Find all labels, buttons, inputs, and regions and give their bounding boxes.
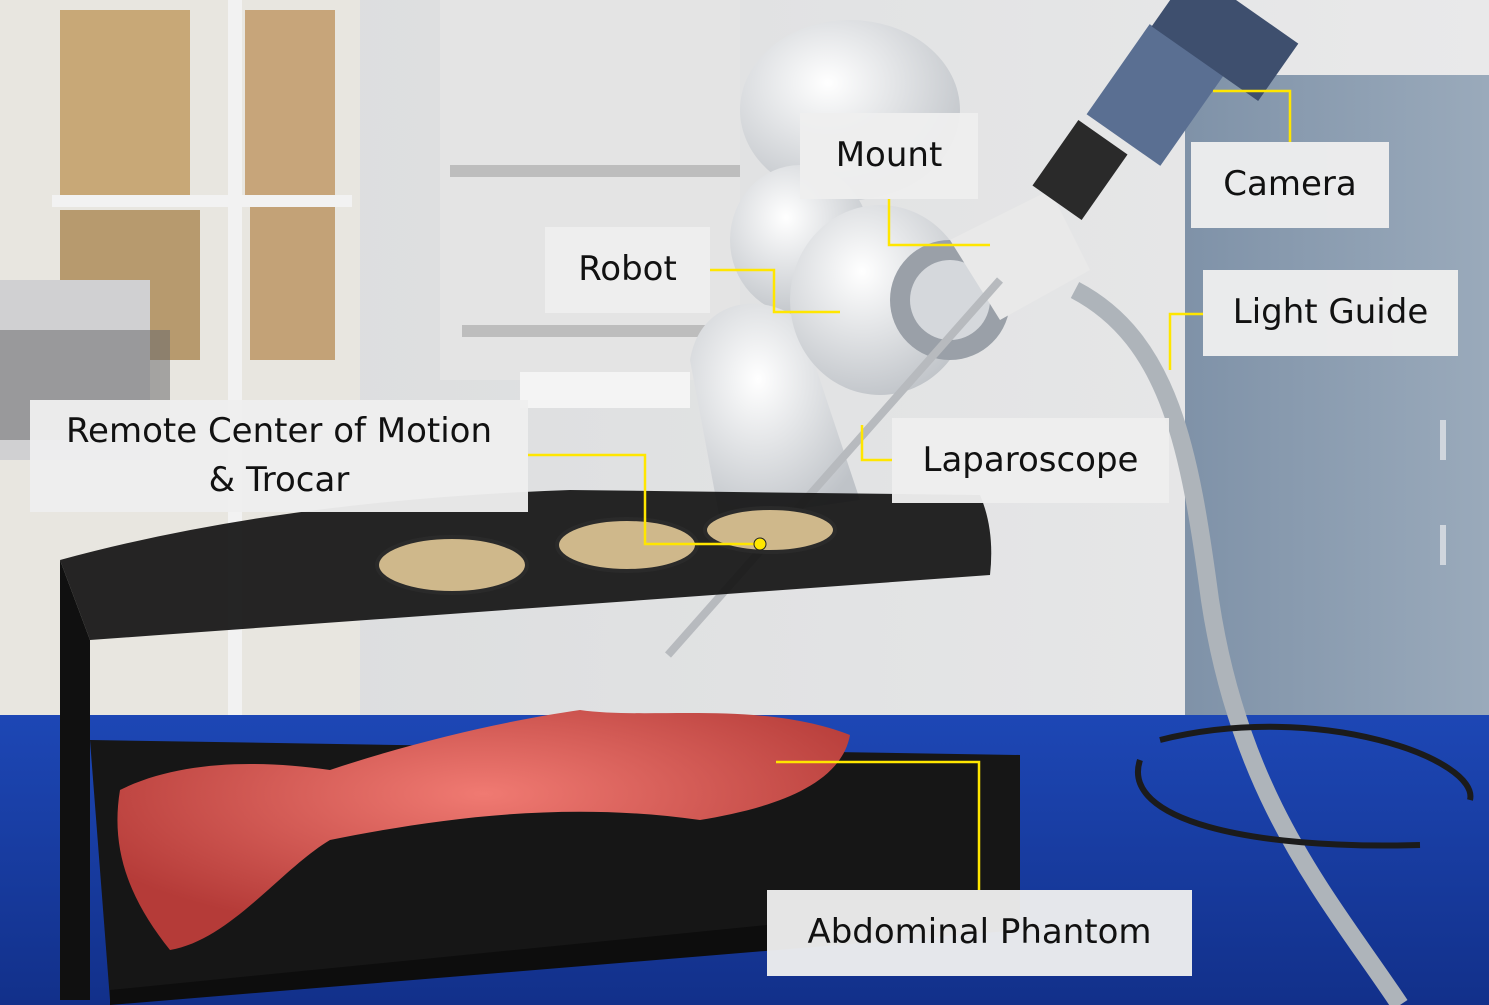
label-camera: Camera — [1191, 142, 1389, 228]
label-laparoscope: Laparoscope — [892, 418, 1169, 503]
label-robot: Robot — [545, 227, 710, 313]
rcm-point — [753, 537, 767, 551]
abdominal-phantom — [60, 490, 1020, 1005]
label-abdominal-phantom: Abdominal Phantom — [767, 890, 1192, 976]
label-remote-center-of-motion: Remote Center of Motion & Trocar — [30, 400, 528, 512]
shelves — [440, 0, 740, 408]
endoscope-mount — [950, 190, 1090, 320]
label-mount: Mount — [800, 113, 978, 199]
light-guide-cable — [1070, 282, 1408, 1005]
label-light-guide: Light Guide — [1203, 270, 1458, 356]
callout-lines — [528, 89, 1292, 890]
